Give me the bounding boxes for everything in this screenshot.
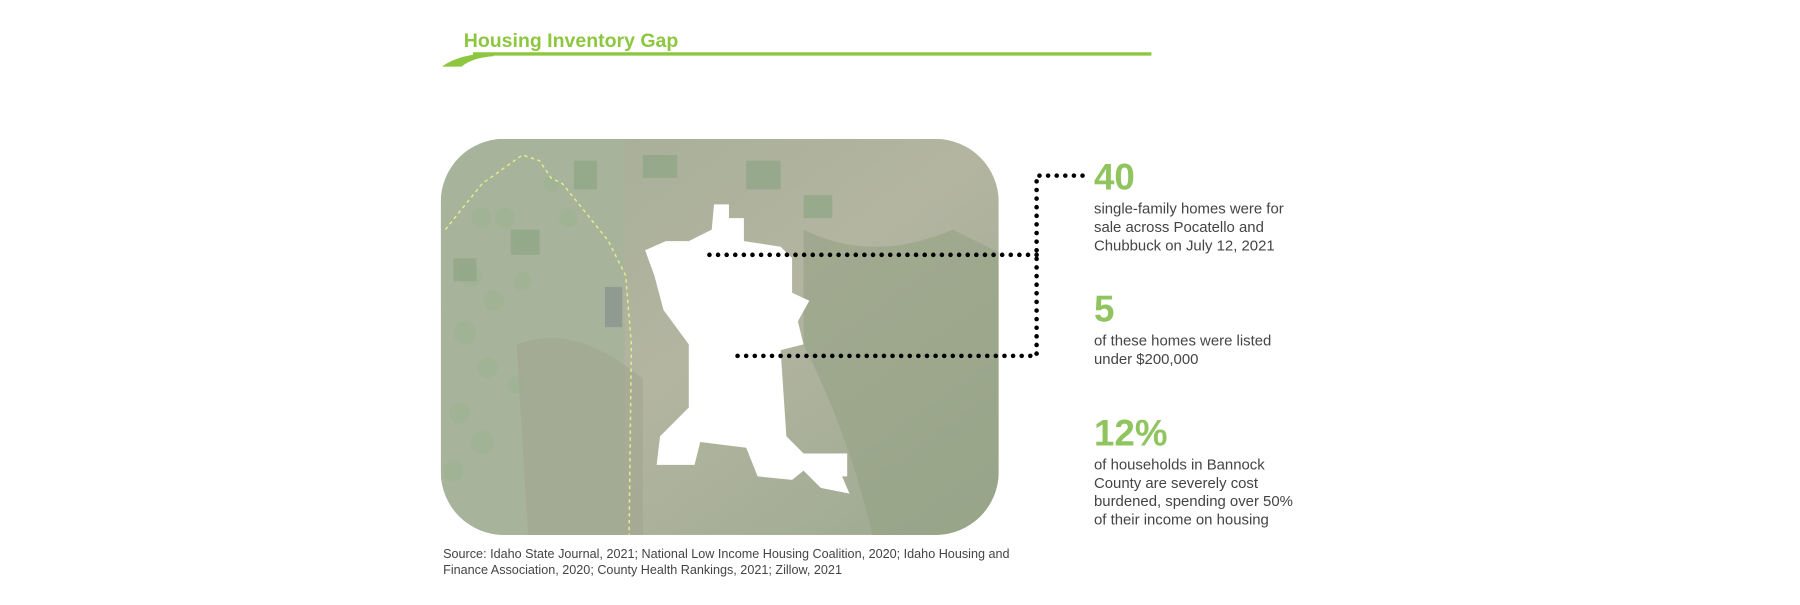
title-swoosh xyxy=(441,52,494,67)
stat-text: single-family homes were for xyxy=(1094,201,1284,218)
stat-text: of households in Bannock xyxy=(1094,457,1265,474)
stat-text: Chubbuck on July 12, 2021 xyxy=(1094,237,1275,254)
city-boundary xyxy=(645,204,850,494)
stat-text: of their income on housing xyxy=(1094,512,1269,529)
stat-text: County are severely cost xyxy=(1094,475,1259,492)
connectors xyxy=(703,173,1085,359)
stat-value: 5 xyxy=(1094,288,1114,329)
stat-value: 12% xyxy=(1094,412,1168,453)
source: Source: Idaho State Journal, 2021; Natio… xyxy=(443,547,1009,561)
stat-value: 40 xyxy=(1094,156,1135,197)
stat-text: burdened, spending over 50% xyxy=(1094,493,1293,510)
stat-text: sale across Pocatello and xyxy=(1094,219,1264,236)
source: Finance Association, 2020; County Health… xyxy=(443,563,842,577)
stat-text: under $200,000 xyxy=(1094,351,1198,368)
stat-text: of these homes were listed xyxy=(1094,333,1271,350)
title: Housing Inventory Gap xyxy=(464,30,679,52)
map xyxy=(440,138,999,535)
